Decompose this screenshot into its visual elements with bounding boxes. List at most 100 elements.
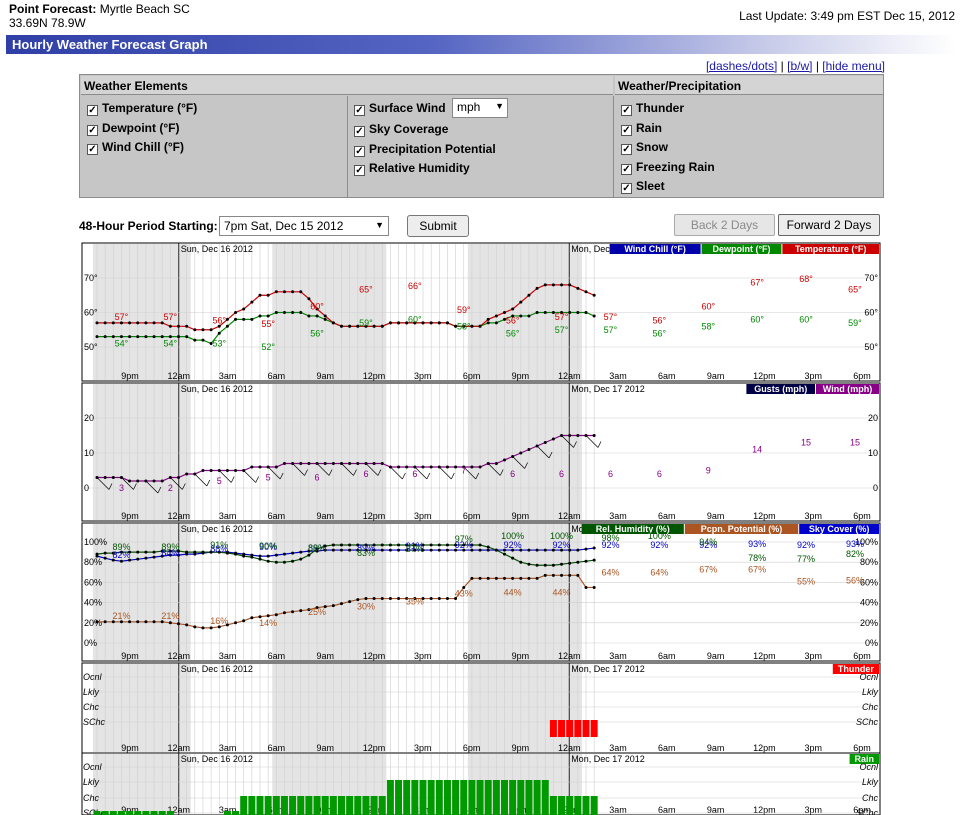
- humidity-label: 89%: [161, 542, 179, 552]
- temperature-point: [103, 321, 107, 325]
- weather-precip-heading: Weather/Precipitation: [615, 76, 883, 95]
- precip-potential-point: [503, 576, 506, 580]
- wind-point: [454, 465, 458, 469]
- temperature-point: [503, 311, 506, 314]
- relative-humidity-checkbox[interactable]: ✓ Relative Humidity: [354, 161, 470, 176]
- hide-menu-link[interactable]: [hide menu]: [822, 59, 885, 73]
- humidity-point: [331, 543, 335, 547]
- rain-checkbox[interactable]: ✓ Rain: [621, 121, 663, 136]
- wind-point: [128, 479, 132, 483]
- wind-point: [592, 434, 596, 437]
- dewpoint-point: [136, 335, 140, 339]
- legend-box: [609, 244, 701, 254]
- wind-barb: [499, 469, 504, 476]
- bw-link[interactable]: [b/w]: [787, 59, 813, 73]
- x-tick-label: 9pm: [121, 511, 139, 521]
- temperature-label: 60°: [310, 302, 324, 312]
- sky-cover-point: [372, 548, 376, 552]
- temperature-point: [519, 300, 523, 304]
- temperature-point: [388, 321, 392, 325]
- precip-potential-point: [372, 597, 376, 601]
- rain-bar: [101, 811, 109, 815]
- x-tick-label: 6am: [268, 651, 286, 661]
- humidity-label: 82%: [846, 549, 864, 559]
- back-2-days-button[interactable]: Back 2 Days: [674, 214, 775, 236]
- wind-units-select[interactable]: mph ▼: [452, 98, 508, 118]
- wind-point: [380, 462, 384, 465]
- precip-potential-point: [152, 620, 156, 624]
- sky-cover-label: 89%: [357, 543, 375, 553]
- forward-2-days-button[interactable]: Forward 2 Days: [778, 214, 880, 236]
- check-icon: ✓: [621, 183, 632, 194]
- submit-button[interactable]: Submit: [407, 215, 469, 237]
- wind-point: [307, 462, 311, 465]
- temperature-point: [397, 321, 401, 325]
- temperature-point: [584, 290, 588, 294]
- sky-cover-point: [380, 548, 384, 552]
- temperature-point: [266, 293, 270, 297]
- wind-point: [250, 465, 254, 469]
- temperature-point: [592, 293, 596, 297]
- x-tick-label: 12am: [168, 371, 191, 381]
- precip-potential-label: 55%: [797, 576, 815, 586]
- surface-wind-checkbox[interactable]: ✓ Surface Wind: [354, 101, 446, 116]
- dewpoint-point: [519, 314, 523, 318]
- precip-potential-checkbox[interactable]: ✓ Precipitation Potential: [354, 142, 496, 157]
- x-tick-label: 9pm: [512, 743, 530, 753]
- dewpoint-label: 59°: [359, 318, 373, 328]
- x-tick-label: 12am: [168, 511, 191, 521]
- y-tick-label: Lkly: [862, 777, 879, 787]
- temperature-point: [128, 321, 132, 325]
- sky-cover-point: [331, 548, 335, 552]
- dewpoint-point: [168, 335, 172, 339]
- y-tick-label: SChc: [856, 808, 879, 815]
- wind-barb: [316, 463, 330, 476]
- x-tick-label: 9am: [707, 651, 725, 661]
- wind-point: [225, 469, 229, 472]
- sky-cover-label: 93%: [748, 539, 766, 549]
- rain-bar: [452, 780, 460, 815]
- wind-barb: [133, 483, 137, 490]
- freezing-rain-checkbox[interactable]: ✓ Freezing Rain: [621, 160, 715, 175]
- precip-potential-point: [315, 606, 319, 610]
- x-tick-label: 9am: [707, 743, 725, 753]
- temperature-checkbox[interactable]: ✓ Temperature (°F): [87, 101, 198, 116]
- sleet-checkbox[interactable]: ✓ Sleet: [621, 179, 665, 194]
- precip-potential-label: 14%: [259, 618, 277, 628]
- sky-cover-point: [462, 548, 466, 552]
- legend-label: Temperature (°F): [795, 244, 866, 254]
- wind-point: [478, 465, 482, 469]
- precip-potential-label: 64%: [601, 567, 619, 577]
- temperature-point: [576, 286, 580, 290]
- windchill-checkbox[interactable]: ✓ Wind Chill (°F): [87, 140, 185, 155]
- temperature-point: [429, 321, 433, 325]
- snow-checkbox[interactable]: ✓ Snow: [621, 140, 668, 155]
- temperature-label: 65°: [848, 284, 862, 294]
- dewpoint-point: [560, 311, 564, 314]
- x-tick-label: 12pm: [363, 371, 386, 381]
- dashes-dots-link[interactable]: [dashes/dots]: [705, 59, 778, 73]
- humidity-point: [274, 560, 278, 564]
- day-label: Sun, Dec 16 2012: [181, 244, 253, 254]
- rain-bar: [248, 796, 256, 815]
- sky-coverage-checkbox[interactable]: ✓ Sky Coverage: [354, 122, 449, 137]
- dewpoint-checkbox[interactable]: ✓ Dewpoint (°F): [87, 121, 180, 136]
- period-select[interactable]: 7pm Sat, Dec 15 2012 ▼: [219, 216, 389, 236]
- temperature-label: 55°: [261, 319, 275, 329]
- precip-potential-point: [250, 616, 254, 620]
- thunder-checkbox[interactable]: ✓ Thunder: [621, 101, 684, 116]
- dewpoint-point: [323, 317, 327, 321]
- humidity-point: [380, 543, 384, 547]
- humidity-point: [177, 549, 180, 553]
- wind-barb: [377, 469, 382, 476]
- sky-cover-point: [429, 548, 433, 552]
- x-tick-label: 9am: [707, 371, 725, 381]
- wind-label: 5: [266, 473, 271, 483]
- y-tick-label: 50°: [864, 342, 878, 352]
- x-tick-label: 6pm: [853, 651, 871, 661]
- x-tick-label: 3pm: [804, 651, 822, 661]
- humidity-label: 83%: [357, 548, 375, 558]
- x-tick-label: 3am: [609, 511, 627, 521]
- precip-potential-point: [128, 620, 132, 624]
- dewpoint-point: [177, 335, 180, 339]
